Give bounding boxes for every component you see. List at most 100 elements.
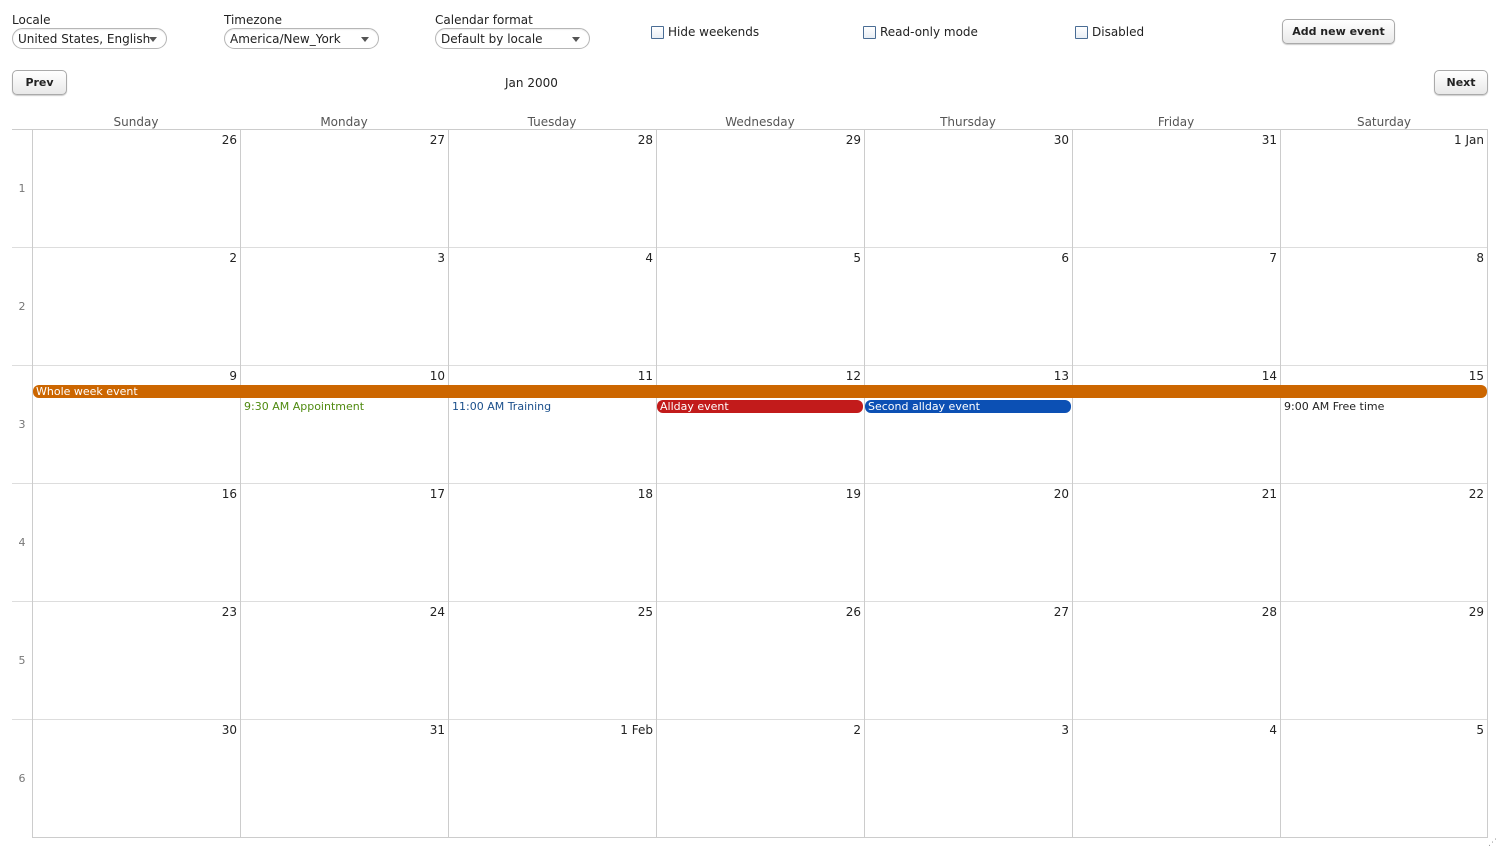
day-cell-number[interactable]: 30	[221, 723, 237, 737]
weekday-header: Friday	[1157, 115, 1195, 129]
day-cell-number[interactable]: 11	[637, 369, 653, 383]
event-whole-week[interactable]: Whole week event	[33, 385, 1487, 398]
grid-top-line	[12, 129, 1488, 130]
week-number[interactable]: 6	[18, 772, 26, 785]
disabled-label: Disabled	[1092, 25, 1145, 39]
day-cell-number[interactable]: 13	[1053, 369, 1069, 383]
day-cell-number[interactable]: 31	[1261, 133, 1277, 147]
event-allday[interactable]: Allday event	[657, 400, 863, 413]
day-divider	[240, 129, 241, 837]
event-training[interactable]: 11:00 AM Training	[452, 400, 552, 413]
day-cell-number[interactable]: 27	[429, 133, 445, 147]
event-free-time[interactable]: 9:00 AM Free time	[1284, 400, 1385, 413]
day-cell-number[interactable]: 26	[845, 605, 861, 619]
weekday-header: Thursday	[940, 115, 996, 129]
calendar-format-label: Calendar format	[435, 13, 533, 27]
day-cell-number[interactable]: 30	[1053, 133, 1069, 147]
day-cell-number[interactable]: 20	[1053, 487, 1069, 501]
add-new-event-button[interactable]: Add new event	[1282, 19, 1395, 44]
day-cell-number[interactable]: 5	[1476, 723, 1484, 737]
day-cell-number[interactable]: 15	[1468, 369, 1484, 383]
checkbox-icon	[863, 25, 876, 39]
disabled-checkbox[interactable]: Disabled	[1075, 25, 1144, 39]
week-divider	[12, 601, 1488, 602]
day-cell-number[interactable]: 25	[637, 605, 653, 619]
prev-button[interactable]: Prev	[12, 70, 67, 95]
day-cell-number[interactable]: 4	[1269, 723, 1277, 737]
weekday-header: Saturday	[1356, 115, 1412, 129]
calendar-format-select[interactable]: Default by locale	[435, 28, 590, 49]
day-cell-number[interactable]: 3	[1061, 723, 1069, 737]
week-number[interactable]: 1	[18, 182, 26, 195]
locale-value: United States, English	[18, 32, 151, 46]
day-cell-number[interactable]: 28	[637, 133, 653, 147]
day-divider	[448, 129, 449, 837]
month-caption: Jan 2000	[505, 76, 558, 90]
chevron-down-icon	[361, 37, 369, 42]
day-divider	[32, 129, 33, 837]
calendar-format-value: Default by locale	[441, 32, 543, 46]
day-cell-number[interactable]: 22	[1468, 487, 1484, 501]
week-divider	[12, 247, 1488, 248]
day-divider	[656, 129, 657, 837]
locale-label: Locale	[12, 13, 51, 27]
week-number[interactable]: 4	[18, 536, 26, 549]
weekday-header: Sunday	[113, 115, 159, 129]
hide-weekends-label: Hide weekends	[668, 25, 760, 39]
day-divider	[1280, 129, 1281, 837]
day-cell-number[interactable]: 18	[637, 487, 653, 501]
locale-select[interactable]: United States, English	[12, 28, 167, 49]
chevron-down-icon	[149, 37, 157, 42]
day-cell-number[interactable]: 1 Feb	[620, 723, 653, 737]
day-cell-number[interactable]: 4	[645, 251, 653, 265]
chevron-down-icon	[572, 37, 580, 42]
checkbox-icon	[651, 25, 664, 39]
week-divider	[12, 365, 1488, 366]
read-only-checkbox[interactable]: Read-only mode	[863, 25, 978, 39]
day-cell-number[interactable]: 26	[221, 133, 237, 147]
next-button[interactable]: Next	[1434, 70, 1488, 95]
day-cell-number[interactable]: 3	[437, 251, 445, 265]
checkbox-icon	[1075, 25, 1088, 39]
week-number[interactable]: 3	[18, 418, 26, 431]
event-appointment[interactable]: 9:30 AM Appointment	[244, 400, 365, 413]
hide-weekends-checkbox[interactable]: Hide weekends	[651, 25, 759, 39]
timezone-value: America/New_York	[230, 32, 341, 46]
timezone-label: Timezone	[224, 13, 282, 27]
weekday-header: Wednesday	[725, 115, 795, 129]
day-divider	[864, 129, 865, 837]
read-only-label: Read-only mode	[880, 25, 978, 39]
day-cell-number[interactable]: 29	[845, 133, 861, 147]
day-cell-number[interactable]: 16	[221, 487, 237, 501]
day-divider	[1487, 129, 1488, 837]
day-cell-number[interactable]: 2	[229, 251, 237, 265]
day-cell-number[interactable]: 2	[853, 723, 861, 737]
day-cell-number[interactable]: 5	[853, 251, 861, 265]
event-second-allday[interactable]: Second allday event	[865, 400, 1071, 413]
day-cell-number[interactable]: 23	[221, 605, 237, 619]
day-cell-number[interactable]: 28	[1261, 605, 1277, 619]
day-cell-number[interactable]: 9	[229, 369, 237, 383]
day-cell-number[interactable]: 1 Jan	[1454, 133, 1484, 147]
weekday-header: Tuesday	[527, 115, 577, 129]
day-cell-number[interactable]: 24	[429, 605, 445, 619]
day-cell-number[interactable]: 29	[1468, 605, 1484, 619]
day-cell-number[interactable]: 31	[429, 723, 445, 737]
timezone-select[interactable]: America/New_York	[224, 28, 379, 49]
week-divider	[12, 719, 1488, 720]
day-cell-number[interactable]: 12	[845, 369, 861, 383]
day-cell-number[interactable]: 6	[1061, 251, 1069, 265]
day-cell-number[interactable]: 21	[1261, 487, 1277, 501]
day-cell-number[interactable]: 14	[1261, 369, 1277, 383]
week-number[interactable]: 2	[18, 300, 26, 313]
weekday-header: Monday	[320, 115, 368, 129]
resize-grip-icon[interactable]: ⋰	[1488, 838, 1497, 848]
day-cell-number[interactable]: 8	[1476, 251, 1484, 265]
day-cell-number[interactable]: 7	[1269, 251, 1277, 265]
day-cell-number[interactable]: 17	[429, 487, 445, 501]
day-cell-number[interactable]: 19	[845, 487, 861, 501]
grid-bottom-line	[32, 837, 1488, 838]
day-cell-number[interactable]: 10	[429, 369, 445, 383]
week-number[interactable]: 5	[18, 654, 26, 667]
day-cell-number[interactable]: 27	[1053, 605, 1069, 619]
